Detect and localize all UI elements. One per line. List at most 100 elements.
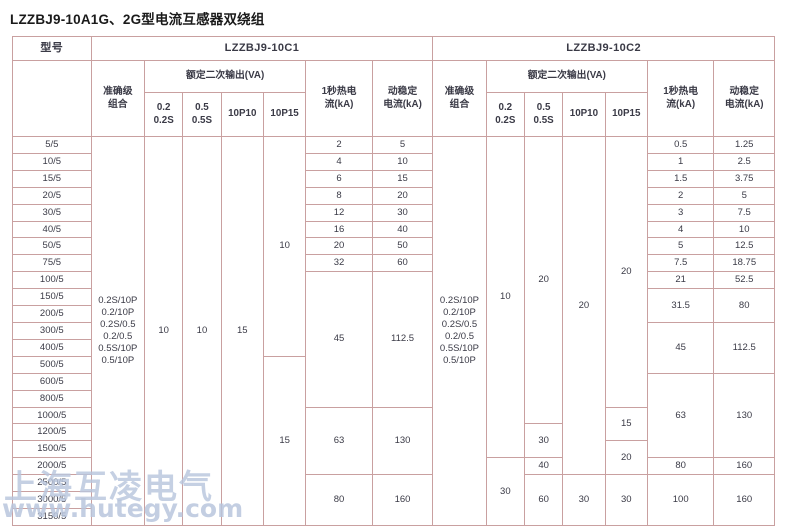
table-row: 2000/5 30 40 80 160: [12, 457, 775, 526]
spec-cell: 5/5: [12, 136, 92, 154]
table-row: 50/5 20 50 5 12.5: [12, 237, 775, 256]
table-row: 800/5: [12, 389, 775, 408]
table-row: 10/5 4 10 1 2.5: [12, 152, 775, 171]
table-row: 500/5 15: [12, 355, 775, 526]
c2-thermal-cell: 1: [646, 152, 715, 171]
header-accuracy-c1: 准确级 组合: [90, 60, 146, 137]
header-group-c1: LZZBJ9-10C1: [90, 36, 434, 61]
spec-cell: 3150/5: [12, 507, 92, 526]
header-va-10p10-c1: 10P10: [220, 92, 264, 137]
header-row-model: 型号 LZZBJ9-10C1 LZZBJ9-10C2: [12, 36, 775, 61]
watermark-url: www.hutegy.com: [2, 494, 244, 523]
c2-thermal-cell: 7.5: [646, 254, 715, 273]
c2-thermal-cell: 4: [646, 220, 715, 239]
c1-dynamic-cell: 30: [371, 203, 434, 222]
table-row: 20/5 8 20 2 5: [12, 186, 775, 205]
c2-thermal-cell: 80: [646, 457, 715, 476]
spec-cell: 300/5: [12, 321, 92, 340]
c1-dynamic-cell: 130: [371, 406, 434, 476]
header-perf-label: 性能参数: [43, 64, 86, 76]
header-accuracy-c2: 准确级 组合: [432, 60, 487, 137]
c2-va-05-cell: 60: [523, 474, 564, 526]
c1-dynamic-cell: 20: [371, 186, 434, 205]
accuracy-combo-line: 0.5/10P: [443, 354, 476, 366]
spec-cell: 600/5: [12, 372, 92, 391]
accuracy-combo-line: 0.5S/10P: [98, 342, 138, 354]
spec-cell: 1500/5: [12, 440, 92, 459]
table-row: 400/5: [12, 338, 775, 357]
spec-table: 型号 LZZBJ9-10C1 LZZBJ9-10C2 性能参数 规格 准确级 组合 额定二次输…: [12, 36, 775, 526]
c1-dynamic-cell: 60: [371, 254, 434, 273]
c1-va-10p10-cell: 15: [220, 136, 264, 526]
c1-thermal-cell: 45: [305, 271, 373, 408]
c2-thermal-cell: 3: [646, 203, 715, 222]
c2-dynamic-cell: 5: [713, 186, 775, 205]
accuracy-combo-line: 0.2S/10P: [439, 295, 480, 307]
c2-va-10p10-cell: 20: [562, 135, 606, 476]
c2-dynamic-cell: 10: [713, 220, 775, 239]
spec-cell: 1000/5: [12, 406, 92, 425]
table-row: 2500/5 80 160 60 30 30 100 160: [12, 474, 775, 526]
c2-dynamic-cell: 160: [713, 474, 775, 526]
spec-cell: 40/5: [12, 220, 92, 239]
accuracy-combo-line: 0.2/0.5: [103, 330, 133, 342]
c2-thermal-cell: 100: [646, 474, 715, 526]
c2-thermal-cell: 5: [646, 237, 715, 256]
c2-dynamic-cell: 7.5: [713, 203, 775, 222]
table-row: 40/5 16 40 4 10: [12, 220, 775, 239]
c2-va-10p15-cell: 20: [604, 136, 648, 408]
table-row: 3150/5: [12, 507, 775, 526]
header-va-02-c2: 0.2 0.2S: [485, 92, 525, 137]
header-va-05-c1: 0.5 0.5S: [182, 92, 222, 137]
c1-thermal-cell: 63: [305, 406, 373, 476]
header-dynamic-c2: 动稳定 电流(kA): [713, 60, 775, 137]
c2-dynamic-cell: 2.5: [713, 152, 775, 171]
table-row: 30/5 12 30 3 7.5: [12, 203, 775, 222]
c1-thermal-cell: 4: [305, 152, 373, 171]
spec-cell: 3000/5: [12, 491, 92, 509]
header-row-va-cols: 0.2 0.2S 0.5 0.5S 10P10 10P15 0.2 0.2S 0.5 0.5S 10…: [13, 92, 775, 137]
c2-thermal-cell: 2: [646, 186, 715, 205]
c2-thermal-cell: 1.5: [646, 169, 715, 188]
accuracy-combo-line: 0.2/10P: [443, 307, 476, 319]
c2-thermal-cell: 45: [646, 321, 715, 374]
table-row: 3000/5: [12, 491, 775, 509]
spec-cell: 1200/5: [12, 423, 92, 442]
spec-cell: 15/5: [12, 169, 92, 188]
table-row: 200/5: [12, 305, 775, 323]
spec-cell: 200/5: [12, 305, 92, 323]
c2-dynamic-cell: 80: [713, 288, 775, 323]
c1-dynamic-cell: 112.5: [371, 271, 434, 408]
c2-dynamic-cell: 3.75: [713, 169, 775, 188]
c2-va-02-cell: 30: [485, 457, 525, 526]
header-size-label: 规格: [20, 119, 41, 132]
c2-va-10p15-cell: 20: [604, 440, 648, 476]
c2-va-02-cell: 10: [485, 135, 525, 459]
c1-accuracy-cell: 0.2S/10P 0.2/10P 0.2S/0.5 0.2/0.5 0.5S/10P 0.…: [90, 136, 146, 526]
header-va-c2: 额定二次输出(VA): [485, 60, 648, 93]
table-row: 100/5 45 112.5 21 52.5: [12, 271, 775, 408]
c2-va-10p15-cell: 30: [604, 474, 648, 526]
header-va-05-c2: 0.5 0.5S: [523, 92, 564, 137]
accuracy-combo-line: 0.2S/10P: [98, 295, 138, 307]
c1-va-10p15-cell: 15: [262, 355, 307, 526]
c2-thermal-cell: 31.5: [646, 288, 715, 323]
spec-cell: 20/5: [12, 186, 92, 205]
header-thermal-c2: 1秒热电 流(kA): [646, 60, 715, 137]
table-row: 15/5 6 15 1.5 3.75: [12, 169, 775, 188]
c1-thermal-cell: 2: [305, 136, 373, 154]
c2-dynamic-cell: 160: [713, 457, 775, 476]
c1-dynamic-cell: 40: [371, 220, 434, 239]
header-va-10p10-c2: 10P10: [562, 92, 606, 137]
spec-cell: 30/5: [12, 203, 92, 222]
c1-dynamic-cell: 10: [371, 152, 434, 171]
c2-va-05-cell: 20: [523, 135, 564, 425]
table-row: 1000/5 63 130 15: [12, 406, 775, 476]
header-thermal-c1: 1秒热电 流(kA): [305, 60, 373, 137]
c1-thermal-cell: 16: [305, 220, 373, 239]
header-va-10p15-c2: 10P15: [604, 92, 648, 137]
header-row-group: 性能参数 规格 准确级 组合 额定二次输出(VA) 1秒热电 流(kA) 动稳定 电流(kA) 准…: [12, 60, 775, 137]
accuracy-combo-line: 0.2S/0.5: [441, 319, 478, 331]
header-va-c1: 额定二次输出(VA): [144, 60, 307, 93]
spec-table-body: 型号 LZZBJ9-10C1 LZZBJ9-10C2 性能参数 规格 准确级 组合 额定二次输…: [12, 36, 775, 526]
